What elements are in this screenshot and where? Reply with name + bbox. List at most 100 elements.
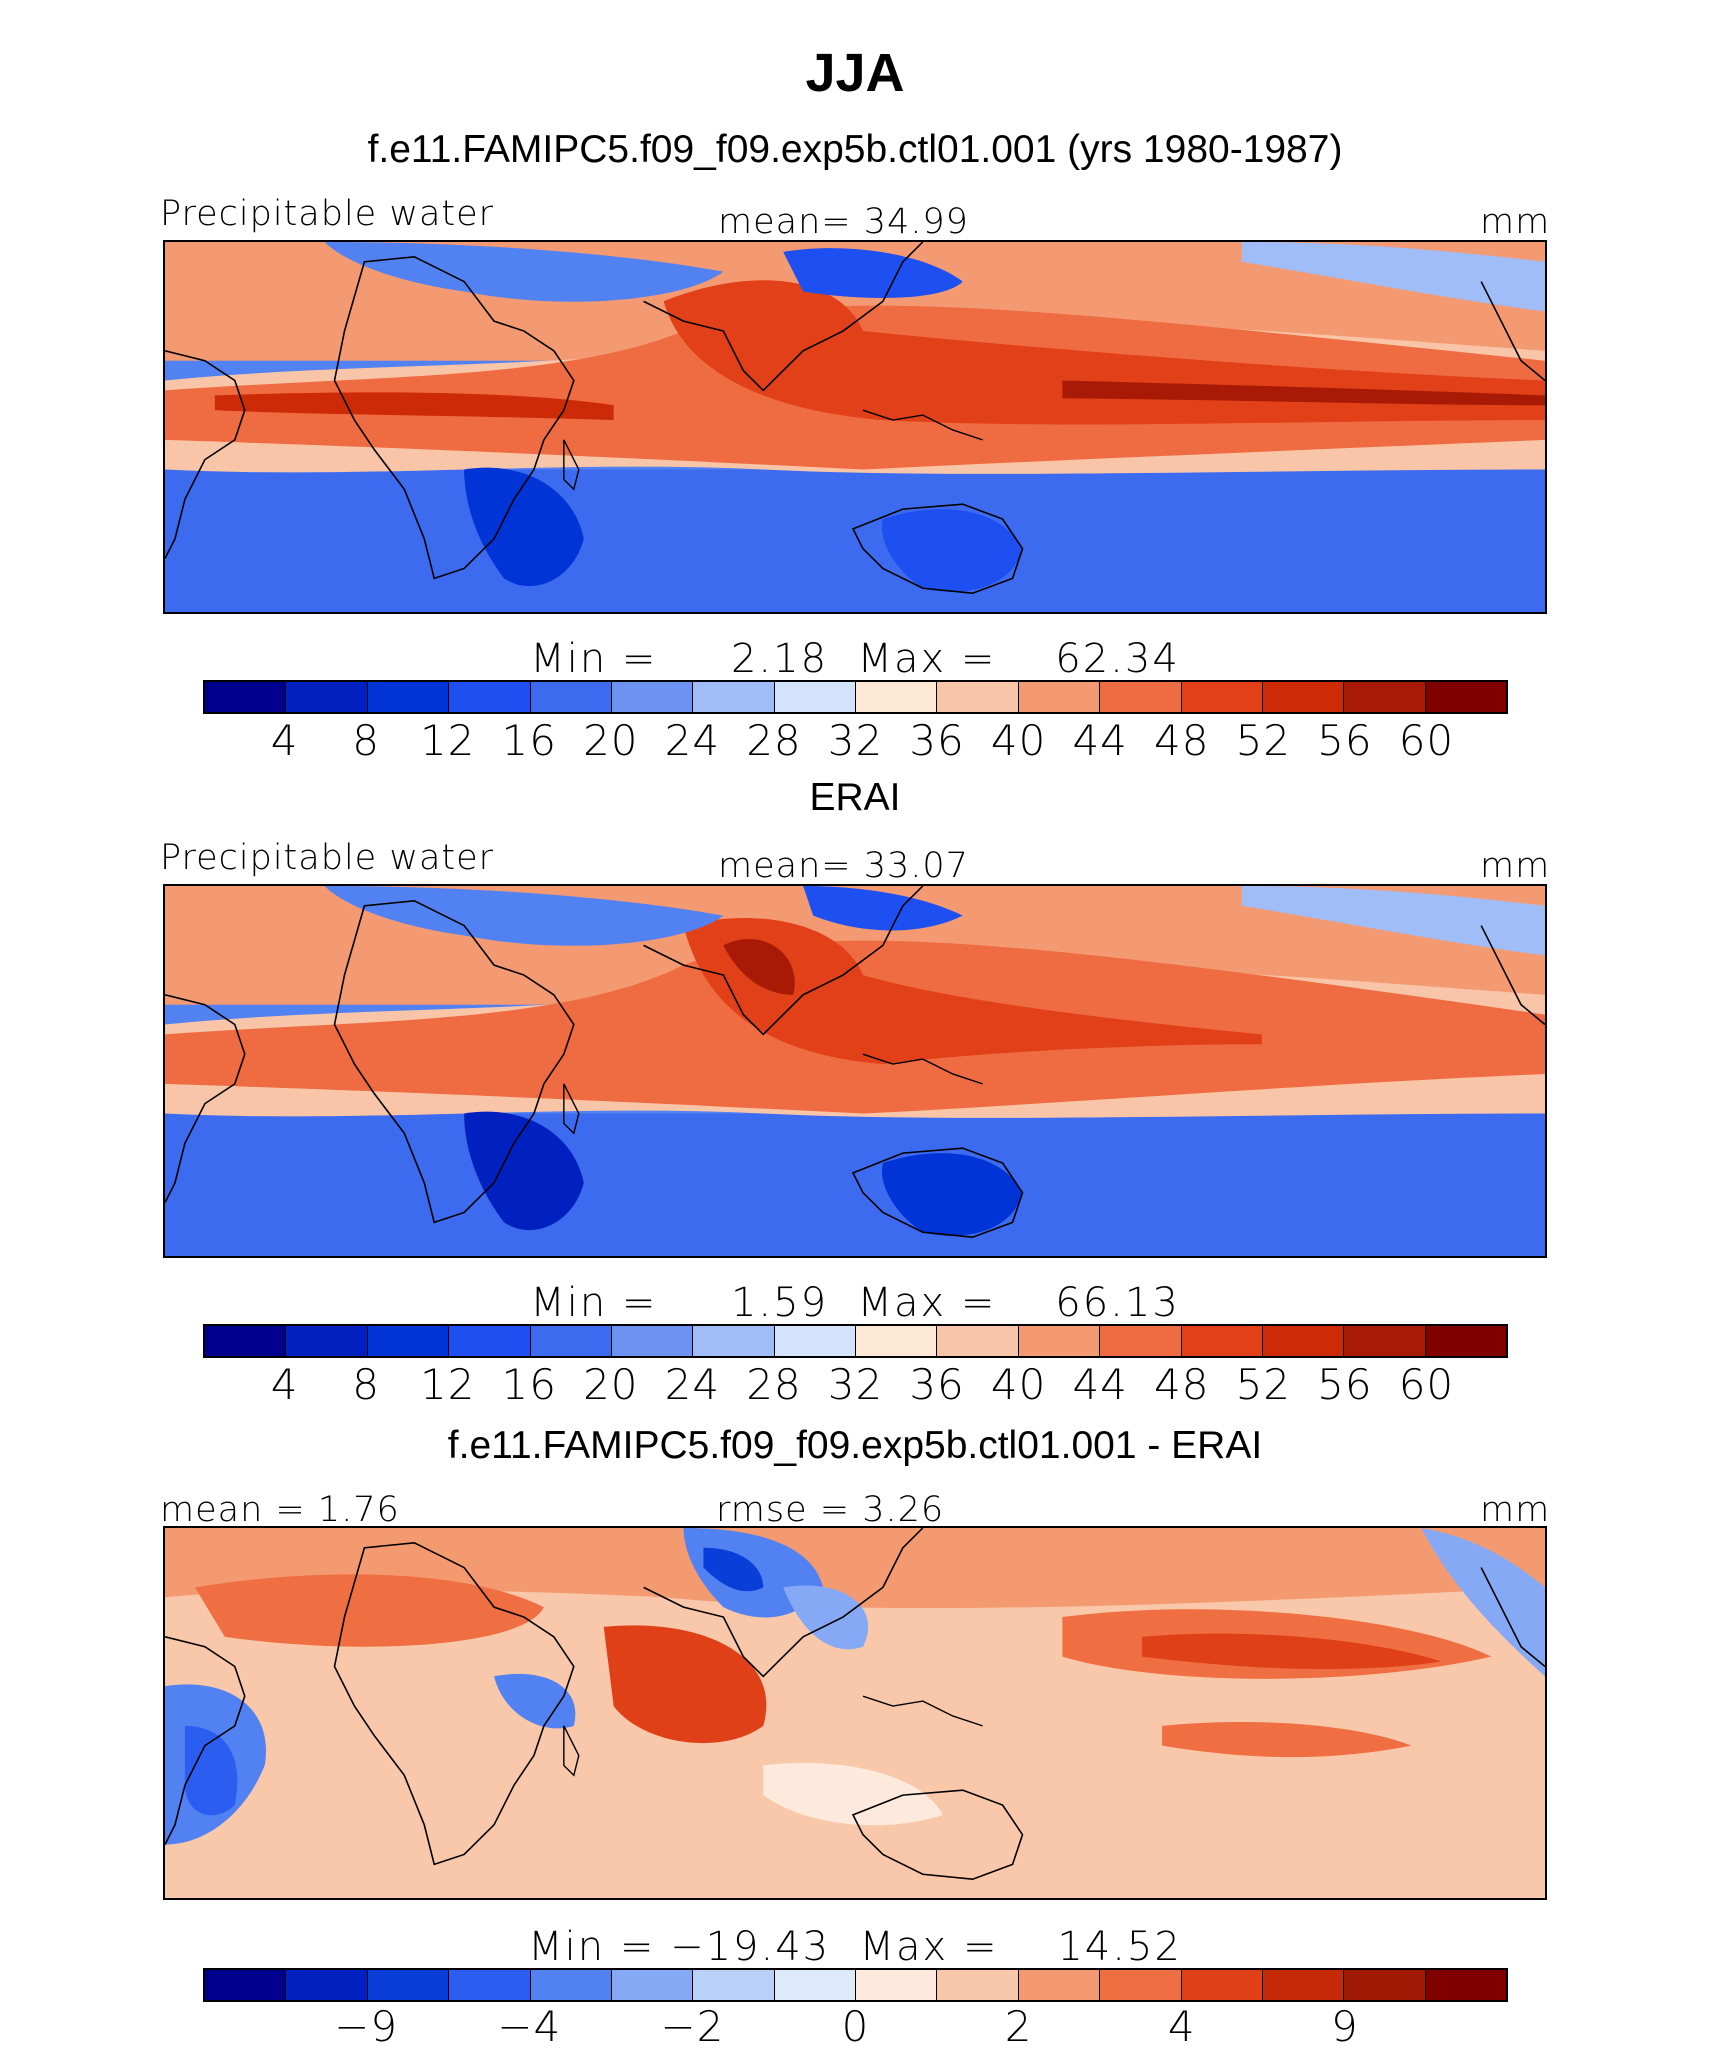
colorbar-swatch: [1262, 1326, 1345, 1356]
colorbar-swatch: [693, 1970, 775, 2000]
panel-3-contour-field: [165, 1528, 1545, 1898]
colorbar-tick-label: 20: [583, 1360, 639, 1409]
colorbar-swatch: [1425, 682, 1506, 712]
colorbar-swatch: [1181, 682, 1263, 712]
colorbar-tick-label: 48: [1154, 1360, 1210, 1409]
colorbar-tick-label: 52: [1235, 716, 1292, 765]
colorbar-tick-label: 9: [1331, 2002, 1359, 2051]
colorbar-swatch: [1262, 1970, 1345, 2000]
colorbar-tick-label: 0: [841, 2002, 870, 2051]
colorbar-swatch: [449, 1970, 531, 2000]
colorbar-tick-label: 8: [352, 716, 380, 765]
colorbar-swatch: [937, 1970, 1019, 2000]
colorbar-tick-label: 56: [1317, 716, 1373, 765]
colorbar-swatch: [1425, 1970, 1506, 2000]
colorbar-tick-label: 32: [827, 1360, 884, 1409]
colorbar-tick-label: 52: [1235, 1360, 1292, 1409]
colorbar-tick-label: 24: [664, 716, 721, 765]
colorbar-tick-label: 12: [419, 1360, 476, 1409]
colorbar-tick-label: 40: [990, 716, 1047, 765]
colorbar-swatch: [611, 1326, 694, 1356]
colorbar-swatch: [286, 1326, 368, 1356]
colorbar-swatch: [1181, 1326, 1263, 1356]
colorbar-tick-label: 40: [990, 1360, 1047, 1409]
colorbar-tick-label: 48: [1154, 716, 1210, 765]
colorbar-swatch: [856, 1970, 938, 2000]
colorbar-tick-label: 28: [746, 1360, 802, 1409]
colorbar-tick-label: 16: [501, 1360, 557, 1409]
panel-1-colorbar-ticks: 4 8 12 16 20 24 28 32 36 40 44 48 52 56 60: [203, 716, 1508, 765]
colorbar-swatch: [286, 682, 368, 712]
panel-2-minmax: Min = 1.59 Max = 66.13: [530, 1280, 1180, 1326]
colorbar-swatch: [693, 1326, 775, 1356]
colorbar-swatch: [774, 1326, 856, 1356]
panel-2-colorbar: [203, 1324, 1508, 1358]
colorbar-swatch: [1344, 1970, 1426, 2000]
colorbar-tick-label: 60: [1398, 1360, 1455, 1409]
colorbar-swatch: [693, 682, 775, 712]
panel-2-mean-label: mean= 33.07: [718, 846, 969, 886]
colorbar-swatch: [1018, 1326, 1101, 1356]
colorbar-tick-label: 44: [1072, 716, 1128, 765]
colorbar-swatch: [367, 1970, 450, 2000]
panel-2-units-label: mm: [1480, 846, 1551, 886]
panel-2-variable-label: Precipitable water: [160, 838, 495, 878]
colorbar-swatch: [1425, 1326, 1506, 1356]
panel-2-contour-field: [165, 886, 1545, 1256]
panel-3-units-label: mm: [1480, 1490, 1551, 1530]
colorbar-tick-label: 32: [827, 716, 884, 765]
panel-2-colorbar-ticks: 4 8 12 16 20 24 28 32 36 40 44 48 52 56 60: [203, 1360, 1508, 1409]
colorbar-tick-label: 24: [664, 1360, 721, 1409]
colorbar-tick-label: −4: [497, 2002, 562, 2051]
colorbar-tick-label: 56: [1317, 1360, 1373, 1409]
colorbar-swatch: [530, 682, 612, 712]
colorbar-tick-label: 12: [419, 716, 476, 765]
panel-1-minmax: Min = 2.18 Max = 62.34: [530, 636, 1180, 682]
colorbar-tick-label: 28: [746, 716, 802, 765]
colorbar-tick-label: 36: [909, 716, 965, 765]
colorbar-swatch: [611, 682, 694, 712]
panel-3-colorbar: [203, 1968, 1508, 2002]
panel-1-map: [163, 240, 1547, 614]
colorbar-swatch: [856, 1326, 938, 1356]
colorbar-swatch: [1018, 1970, 1101, 2000]
colorbar-tick-label: 4: [270, 1360, 299, 1409]
panel-1-variable-label: Precipitable water: [160, 194, 495, 234]
colorbar-swatch: [367, 682, 450, 712]
colorbar-swatch: [1344, 1326, 1426, 1356]
colorbar-swatch: [937, 682, 1019, 712]
panel-3-colorbar-ticks: −9 −4 −2 0 2 4 9: [203, 2002, 1508, 2051]
colorbar-swatch: [1344, 682, 1426, 712]
colorbar-tick-label: 36: [909, 1360, 965, 1409]
colorbar-tick-label: 8: [352, 1360, 380, 1409]
colorbar-tick-label: 4: [270, 716, 299, 765]
panel-1-mean-label: mean= 34.99: [718, 202, 969, 242]
panel-1-units-label: mm: [1480, 202, 1551, 242]
panel-3-map: [163, 1526, 1547, 1900]
colorbar-swatch: [1100, 682, 1182, 712]
panel-2-heading: ERAI: [809, 776, 901, 819]
panel-1-contour-field: [165, 242, 1545, 612]
colorbar-swatch: [611, 1970, 694, 2000]
colorbar-swatch: [205, 1970, 287, 2000]
colorbar-swatch: [205, 1326, 287, 1356]
colorbar-swatch: [286, 1970, 368, 2000]
colorbar-swatch: [205, 682, 287, 712]
panel-3-rmse-label: rmse = 3.26: [716, 1490, 945, 1530]
colorbar-swatch: [367, 1326, 450, 1356]
colorbar-swatch: [1018, 682, 1101, 712]
colorbar-tick-label: 20: [583, 716, 639, 765]
colorbar-tick-label: 16: [501, 716, 557, 765]
colorbar-swatch: [856, 682, 938, 712]
colorbar-tick-label: −2: [660, 2002, 725, 2051]
colorbar-swatch: [1100, 1326, 1182, 1356]
colorbar-swatch: [774, 682, 856, 712]
panel-3-heading: f.e11.FAMIPC5.f09_f09.exp5b.ctl01.001 - …: [447, 1424, 1263, 1467]
colorbar-swatch: [530, 1970, 612, 2000]
panel-1-heading: f.e11.FAMIPC5.f09_f09.exp5b.ctl01.001 (y…: [367, 128, 1343, 171]
colorbar-swatch: [1262, 682, 1345, 712]
colorbar-tick-label: 44: [1072, 1360, 1128, 1409]
colorbar-tick-label: 60: [1398, 716, 1455, 765]
colorbar-tick-label: 4: [1167, 2002, 1196, 2051]
colorbar-swatch: [774, 1970, 856, 2000]
